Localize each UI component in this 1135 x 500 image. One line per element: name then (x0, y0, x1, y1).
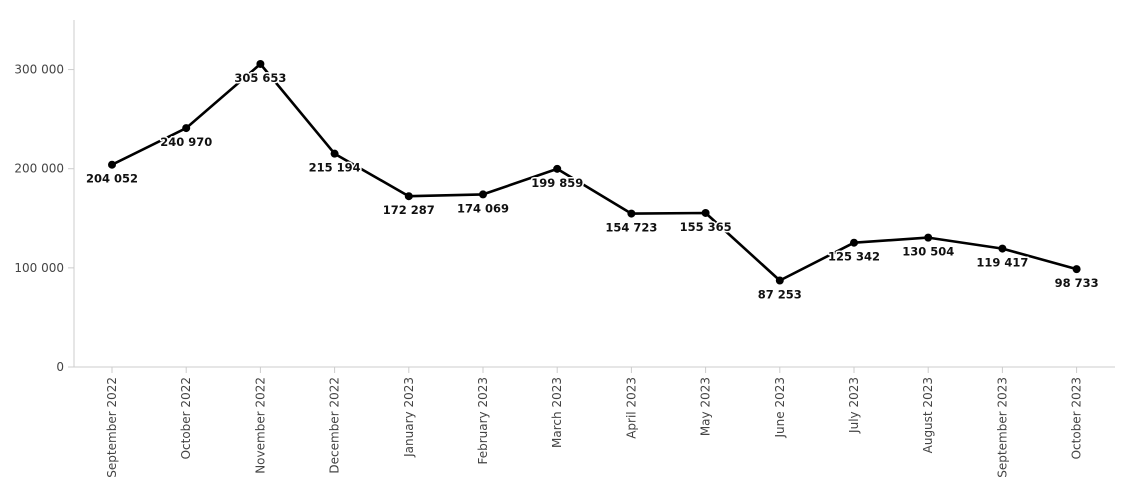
series-line (111, 62, 1077, 282)
data-label: 305 653 (234, 71, 286, 85)
data-label: 240 970 (160, 135, 212, 149)
axes (73, 20, 1115, 368)
x-ticks: September 2022 October 2022 November 2022 D… (105, 367, 1084, 478)
x-tick-label: May 2023 (699, 377, 713, 436)
data-label: 98 733 (1055, 276, 1099, 290)
x-tick-label: November 2022 (253, 377, 267, 474)
data-point (627, 209, 636, 218)
y-ticks: 0 100 000 200 000 300 000 (14, 63, 74, 374)
x-tick-label: July 2023 (847, 377, 861, 434)
data-point (924, 233, 933, 242)
data-label: 199 859 (531, 176, 583, 190)
data-point (1072, 265, 1081, 274)
data-label: 119 417 (976, 256, 1028, 270)
x-tick-label: June 2023 (773, 377, 787, 439)
data-label: 154 723 (605, 221, 657, 235)
data-point (850, 238, 858, 247)
x-tick-label: October 2023 (1070, 377, 1084, 459)
data-point (182, 124, 191, 133)
data-label: 204 052 (86, 172, 138, 186)
data-label: 155 365 (680, 220, 732, 234)
x-tick-label: March 2023 (550, 377, 564, 448)
data-point (998, 244, 1007, 253)
x-tick-label: February 2023 (476, 377, 490, 465)
x-tick-label: October 2022 (179, 377, 193, 459)
data-label: 172 287 (383, 203, 435, 217)
y-tick-label: 200 000 (14, 162, 64, 176)
data-label: 174 069 (457, 201, 509, 215)
data-label: 125 342 (828, 250, 880, 264)
data-point (256, 59, 265, 68)
data-label: 87 253 (758, 287, 802, 301)
data-point (701, 208, 710, 217)
data-point (479, 190, 487, 199)
data-labels: 204 052 240 970 305 653 215 194 172 287 174 0… (84, 69, 1100, 303)
y-tick-label: 300 000 (14, 63, 64, 77)
x-tick-label: April 2023 (624, 377, 638, 439)
x-tick-label: September 2023 (995, 377, 1009, 478)
data-point (330, 149, 339, 158)
x-tick-label: August 2023 (921, 377, 935, 453)
data-label: 215 194 (309, 161, 361, 175)
data-points (108, 59, 1081, 285)
data-point (553, 164, 562, 173)
data-point (775, 276, 784, 285)
data-point (108, 160, 116, 169)
data-label: 130 504 (902, 245, 954, 259)
y-tick-label: 100 000 (14, 261, 64, 275)
data-point (404, 192, 413, 201)
x-tick-label: December 2022 (328, 377, 342, 474)
x-tick-label: January 2023 (402, 377, 416, 458)
x-tick-label: September 2022 (105, 377, 119, 478)
y-tick-label: 0 (56, 360, 64, 374)
